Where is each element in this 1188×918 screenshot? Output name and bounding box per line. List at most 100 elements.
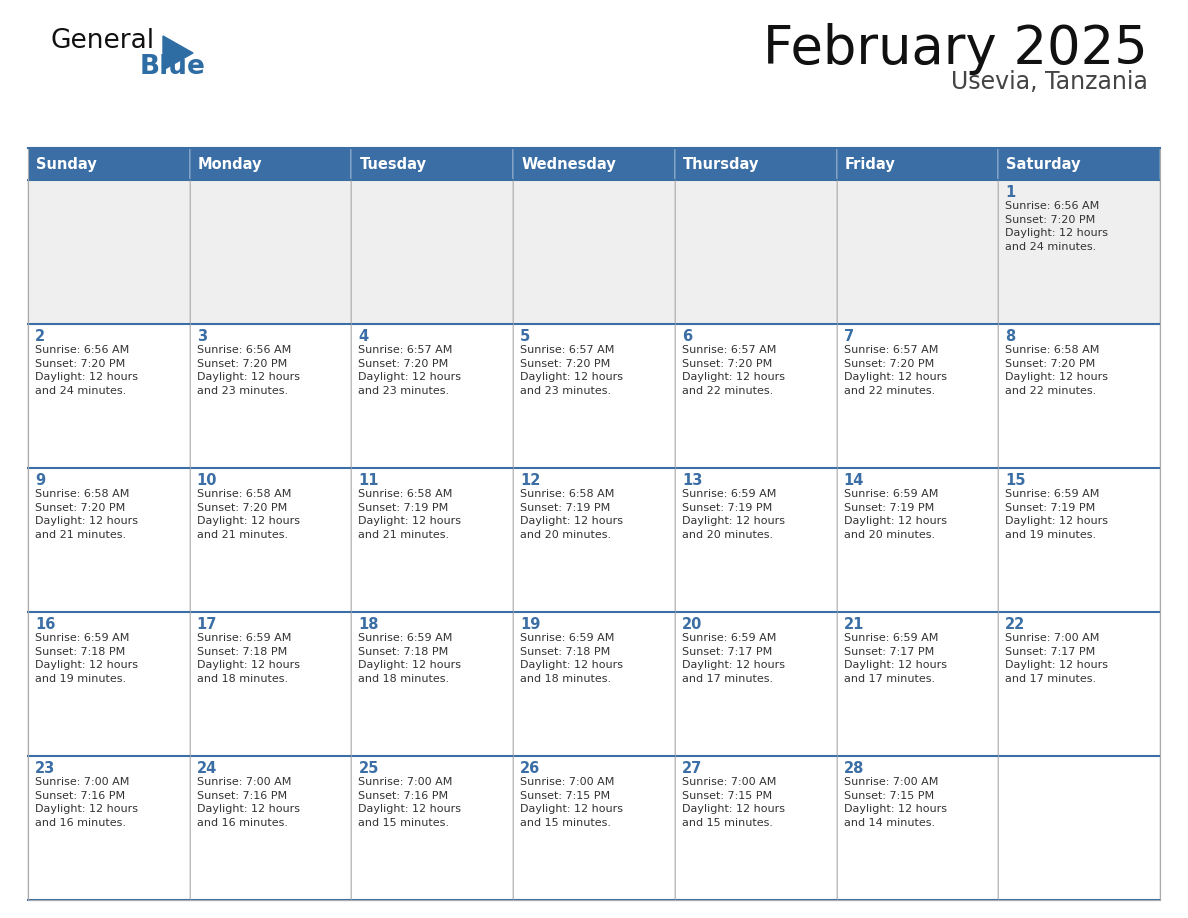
Bar — [190, 756, 352, 900]
Text: Sunrise: 6:57 AM
Sunset: 7:20 PM
Daylight: 12 hours
and 22 minutes.: Sunrise: 6:57 AM Sunset: 7:20 PM Dayligh… — [843, 345, 947, 396]
Text: Sunrise: 6:57 AM
Sunset: 7:20 PM
Daylight: 12 hours
and 23 minutes.: Sunrise: 6:57 AM Sunset: 7:20 PM Dayligh… — [520, 345, 624, 396]
Text: 12: 12 — [520, 473, 541, 488]
Bar — [513, 324, 675, 468]
Bar — [998, 148, 1159, 180]
Text: Sunrise: 7:00 AM
Sunset: 7:16 PM
Daylight: 12 hours
and 16 minutes.: Sunrise: 7:00 AM Sunset: 7:16 PM Dayligh… — [34, 777, 138, 828]
Bar — [352, 756, 513, 900]
Bar — [998, 612, 1159, 756]
Text: Sunrise: 6:59 AM
Sunset: 7:17 PM
Daylight: 12 hours
and 17 minutes.: Sunrise: 6:59 AM Sunset: 7:17 PM Dayligh… — [682, 633, 785, 684]
Text: Sunrise: 6:59 AM
Sunset: 7:17 PM
Daylight: 12 hours
and 17 minutes.: Sunrise: 6:59 AM Sunset: 7:17 PM Dayligh… — [843, 633, 947, 684]
Text: 15: 15 — [1005, 473, 1025, 488]
Bar — [352, 148, 513, 180]
Bar — [836, 468, 998, 612]
Bar — [998, 756, 1159, 900]
Bar — [190, 148, 352, 180]
Text: Friday: Friday — [845, 156, 896, 172]
Bar — [513, 180, 675, 324]
Text: Saturday: Saturday — [1006, 156, 1081, 172]
Bar — [352, 612, 513, 756]
Text: Sunrise: 6:58 AM
Sunset: 7:19 PM
Daylight: 12 hours
and 20 minutes.: Sunrise: 6:58 AM Sunset: 7:19 PM Dayligh… — [520, 489, 624, 540]
Bar — [675, 180, 836, 324]
Bar — [29, 180, 190, 324]
Bar — [29, 612, 190, 756]
Text: 25: 25 — [359, 761, 379, 776]
Bar — [513, 148, 675, 180]
Text: Sunrise: 7:00 AM
Sunset: 7:17 PM
Daylight: 12 hours
and 17 minutes.: Sunrise: 7:00 AM Sunset: 7:17 PM Dayligh… — [1005, 633, 1108, 684]
Text: Sunrise: 7:00 AM
Sunset: 7:15 PM
Daylight: 12 hours
and 15 minutes.: Sunrise: 7:00 AM Sunset: 7:15 PM Dayligh… — [682, 777, 785, 828]
Bar — [998, 324, 1159, 468]
Text: February 2025: February 2025 — [763, 23, 1148, 75]
Bar — [836, 180, 998, 324]
Text: 5: 5 — [520, 329, 530, 344]
Text: 2: 2 — [34, 329, 45, 344]
Bar — [675, 468, 836, 612]
Bar — [190, 468, 352, 612]
Text: 11: 11 — [359, 473, 379, 488]
Bar — [29, 148, 190, 180]
Text: Sunrise: 6:59 AM
Sunset: 7:18 PM
Daylight: 12 hours
and 19 minutes.: Sunrise: 6:59 AM Sunset: 7:18 PM Dayligh… — [34, 633, 138, 684]
Text: 22: 22 — [1005, 617, 1025, 632]
Text: Sunrise: 6:56 AM
Sunset: 7:20 PM
Daylight: 12 hours
and 24 minutes.: Sunrise: 6:56 AM Sunset: 7:20 PM Dayligh… — [1005, 201, 1108, 252]
Bar — [29, 756, 190, 900]
Text: Sunrise: 7:00 AM
Sunset: 7:15 PM
Daylight: 12 hours
and 14 minutes.: Sunrise: 7:00 AM Sunset: 7:15 PM Dayligh… — [843, 777, 947, 828]
Bar — [513, 756, 675, 900]
Text: Sunrise: 6:57 AM
Sunset: 7:20 PM
Daylight: 12 hours
and 23 minutes.: Sunrise: 6:57 AM Sunset: 7:20 PM Dayligh… — [359, 345, 461, 396]
Text: Sunrise: 6:57 AM
Sunset: 7:20 PM
Daylight: 12 hours
and 22 minutes.: Sunrise: 6:57 AM Sunset: 7:20 PM Dayligh… — [682, 345, 785, 396]
Polygon shape — [163, 36, 192, 70]
Bar — [513, 468, 675, 612]
Bar — [675, 148, 836, 180]
Text: 7: 7 — [843, 329, 854, 344]
Bar — [352, 324, 513, 468]
Text: Sunday: Sunday — [36, 156, 96, 172]
Text: 23: 23 — [34, 761, 56, 776]
Text: Usevia, Tanzania: Usevia, Tanzania — [952, 70, 1148, 94]
Bar — [675, 756, 836, 900]
Bar — [998, 468, 1159, 612]
Text: 16: 16 — [34, 617, 56, 632]
Bar — [675, 324, 836, 468]
Text: Sunrise: 6:59 AM
Sunset: 7:19 PM
Daylight: 12 hours
and 20 minutes.: Sunrise: 6:59 AM Sunset: 7:19 PM Dayligh… — [843, 489, 947, 540]
Bar — [29, 468, 190, 612]
Text: Sunrise: 6:59 AM
Sunset: 7:19 PM
Daylight: 12 hours
and 20 minutes.: Sunrise: 6:59 AM Sunset: 7:19 PM Dayligh… — [682, 489, 785, 540]
Bar — [836, 324, 998, 468]
Text: 27: 27 — [682, 761, 702, 776]
Bar — [513, 612, 675, 756]
Text: 26: 26 — [520, 761, 541, 776]
Text: General: General — [50, 28, 154, 54]
Bar — [29, 324, 190, 468]
Text: 8: 8 — [1005, 329, 1016, 344]
Text: Blue: Blue — [140, 54, 206, 80]
Text: Sunrise: 7:00 AM
Sunset: 7:16 PM
Daylight: 12 hours
and 15 minutes.: Sunrise: 7:00 AM Sunset: 7:16 PM Dayligh… — [359, 777, 461, 828]
Text: Tuesday: Tuesday — [360, 156, 426, 172]
Text: 21: 21 — [843, 617, 864, 632]
Text: Sunrise: 6:56 AM
Sunset: 7:20 PM
Daylight: 12 hours
and 23 minutes.: Sunrise: 6:56 AM Sunset: 7:20 PM Dayligh… — [197, 345, 299, 396]
Text: Sunrise: 6:56 AM
Sunset: 7:20 PM
Daylight: 12 hours
and 24 minutes.: Sunrise: 6:56 AM Sunset: 7:20 PM Dayligh… — [34, 345, 138, 396]
Text: Thursday: Thursday — [683, 156, 759, 172]
Text: 28: 28 — [843, 761, 864, 776]
Text: 4: 4 — [359, 329, 368, 344]
Text: 19: 19 — [520, 617, 541, 632]
Text: Sunrise: 7:00 AM
Sunset: 7:15 PM
Daylight: 12 hours
and 15 minutes.: Sunrise: 7:00 AM Sunset: 7:15 PM Dayligh… — [520, 777, 624, 828]
Text: 18: 18 — [359, 617, 379, 632]
Bar — [190, 612, 352, 756]
Text: 1: 1 — [1005, 185, 1016, 200]
Text: 3: 3 — [197, 329, 207, 344]
Bar — [836, 756, 998, 900]
Text: Sunrise: 6:59 AM
Sunset: 7:18 PM
Daylight: 12 hours
and 18 minutes.: Sunrise: 6:59 AM Sunset: 7:18 PM Dayligh… — [197, 633, 299, 684]
Text: 24: 24 — [197, 761, 217, 776]
Text: 6: 6 — [682, 329, 691, 344]
Bar — [675, 612, 836, 756]
Bar — [190, 180, 352, 324]
Bar — [836, 148, 998, 180]
Text: Wednesday: Wednesday — [522, 156, 615, 172]
Text: 14: 14 — [843, 473, 864, 488]
Text: Sunrise: 6:58 AM
Sunset: 7:19 PM
Daylight: 12 hours
and 21 minutes.: Sunrise: 6:58 AM Sunset: 7:19 PM Dayligh… — [359, 489, 461, 540]
Text: Sunrise: 6:58 AM
Sunset: 7:20 PM
Daylight: 12 hours
and 22 minutes.: Sunrise: 6:58 AM Sunset: 7:20 PM Dayligh… — [1005, 345, 1108, 396]
Bar — [352, 180, 513, 324]
Text: Sunrise: 6:59 AM
Sunset: 7:18 PM
Daylight: 12 hours
and 18 minutes.: Sunrise: 6:59 AM Sunset: 7:18 PM Dayligh… — [359, 633, 461, 684]
Bar — [190, 324, 352, 468]
Text: Sunrise: 6:58 AM
Sunset: 7:20 PM
Daylight: 12 hours
and 21 minutes.: Sunrise: 6:58 AM Sunset: 7:20 PM Dayligh… — [34, 489, 138, 540]
Text: Sunrise: 7:00 AM
Sunset: 7:16 PM
Daylight: 12 hours
and 16 minutes.: Sunrise: 7:00 AM Sunset: 7:16 PM Dayligh… — [197, 777, 299, 828]
Bar — [29, 148, 1159, 900]
Text: 20: 20 — [682, 617, 702, 632]
